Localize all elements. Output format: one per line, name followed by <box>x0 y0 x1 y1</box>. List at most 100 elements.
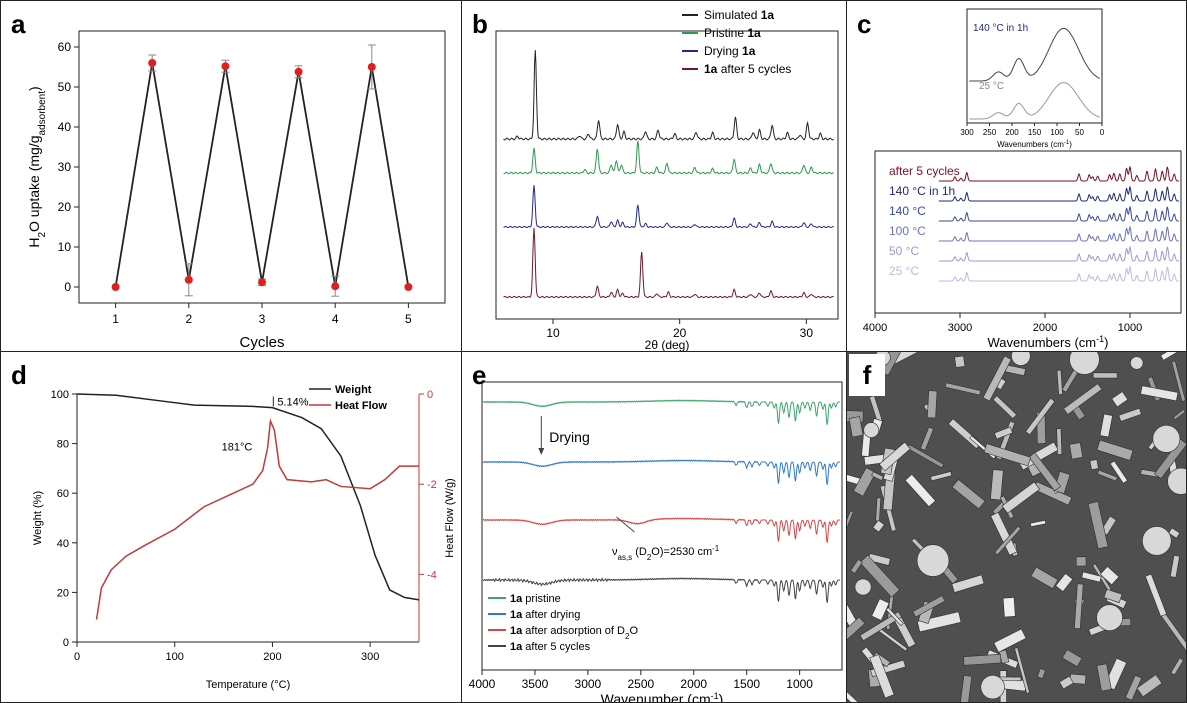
crystal <box>1111 391 1129 408</box>
x-tick-label: 2 <box>185 312 192 326</box>
legend-label: Simulated 1a <box>704 8 774 22</box>
crystal <box>1170 657 1184 676</box>
panel-a: a 0 10 20 30 40 50 60 1 2 3 4 5 Cycles H2O uptake (mg… <box>0 0 462 352</box>
crystal <box>850 558 863 574</box>
x-axis-label: Wavenumber (cm-1) <box>601 691 724 703</box>
crystal <box>1096 663 1112 692</box>
data-point <box>111 283 120 291</box>
legend-label: Weight <box>335 384 372 396</box>
crystal <box>847 510 854 537</box>
crystal <box>847 682 863 702</box>
crystal <box>848 416 864 438</box>
plot-frame <box>874 150 1182 314</box>
y-axis-label: H2O uptake (mg/gadsorbent) <box>26 86 48 247</box>
crystal <box>1160 352 1182 361</box>
crystal <box>1118 407 1142 422</box>
y-tick-label: 60 <box>57 488 69 500</box>
y-tick-label: 40 <box>57 538 69 550</box>
xrd-pattern-1 <box>503 50 834 141</box>
crystal <box>954 355 966 368</box>
inset-x-tick-label: 250 <box>983 128 997 137</box>
raman-spectrum-3 <box>938 205 1179 222</box>
x-tick-label: 200 <box>263 651 281 663</box>
inset-x-tick-label: 50 <box>1075 128 1084 137</box>
peak-label: 181°C <box>222 441 253 453</box>
crystal-cluster <box>980 674 1005 700</box>
panel-label-d: d <box>11 360 27 390</box>
crystal <box>912 595 946 618</box>
panel-label-b: b <box>472 9 488 39</box>
crystal <box>885 607 904 627</box>
data-point <box>148 59 157 67</box>
x-tick-label: 3500 <box>522 677 549 691</box>
crystal <box>1087 501 1109 550</box>
crystal-cluster <box>1096 604 1123 631</box>
crystal <box>1055 573 1074 593</box>
panel-c: c 4000 3000 2000 1000 Wavenumbers (cm-1) afte… <box>846 0 1187 352</box>
legend-label: Drying 1a <box>704 44 756 58</box>
crystal <box>963 653 1002 666</box>
crystal <box>1025 397 1056 436</box>
x-tick-label: 3 <box>259 312 266 326</box>
crystal <box>983 443 1032 467</box>
crystal <box>1074 583 1084 630</box>
panel-e: e 4000 3500 3000 2500 2000 1500 1000 Wavenumber… <box>461 351 847 703</box>
data-point <box>184 275 193 284</box>
y-tick-label: 0 <box>64 280 71 294</box>
y2-tick-label: -4 <box>427 569 437 581</box>
x-axis-label: Cycles <box>239 334 284 351</box>
crystal <box>916 611 962 633</box>
crystal <box>930 471 953 482</box>
data-point <box>367 63 376 71</box>
inset-series-label: 140 °C in 1h <box>973 23 1028 34</box>
raman-spectrum-4 <box>938 225 1179 242</box>
crystal-cluster <box>863 422 880 438</box>
crystal <box>1058 675 1074 690</box>
xrd-pattern-4 <box>503 227 834 299</box>
panel-b: b 10 20 30 2θ (deg) Simulated 1a Pristine 1a D… <box>461 0 847 352</box>
crystal <box>1030 520 1047 527</box>
crystal <box>1056 428 1063 455</box>
plot-frame <box>495 30 839 320</box>
crystal <box>926 390 938 419</box>
legend-label: Pristine 1a <box>704 26 761 40</box>
x-tick-label: 20 <box>673 326 687 340</box>
d2o-label: νas,s (D2O)=2530 cm-1 <box>612 544 720 562</box>
inset-x-tick-label: 200 <box>1005 128 1019 137</box>
raman-spectrum-2 <box>938 185 1179 202</box>
crystal <box>958 675 973 702</box>
ir-spectrum-2 <box>482 459 840 485</box>
crystal-cluster <box>1152 425 1181 453</box>
y-tick-label: 0 <box>63 637 69 649</box>
inset-x-tick-label: 0 <box>1100 128 1105 137</box>
series-line <box>114 62 410 288</box>
series-label: 100 °C <box>889 224 926 238</box>
crystal <box>1172 408 1186 421</box>
series-label: 50 °C <box>889 244 919 258</box>
series-label: 140 °C <box>889 204 926 218</box>
panel-label-a: a <box>11 9 26 39</box>
mass-loss-label: 5.14% <box>277 396 308 408</box>
x-tick-label: 1000 <box>1118 322 1142 334</box>
crystal <box>1103 588 1123 604</box>
x-tick-label: 4000 <box>469 677 496 691</box>
x-tick-label: 4 <box>332 312 339 326</box>
x-tick-label: 5 <box>405 312 412 326</box>
crystal <box>1081 571 1102 583</box>
crystal <box>1099 413 1113 438</box>
crystal <box>1036 668 1046 680</box>
x-tick-label: 3000 <box>948 322 972 334</box>
ir-spectrum-1 <box>482 399 840 425</box>
crystal <box>1153 438 1186 480</box>
legend-label: 1a after 5 cycles <box>704 62 791 76</box>
xrd-pattern-2 <box>503 140 834 175</box>
y-tick-label: 60 <box>58 40 72 54</box>
series-label: after 5 cycles <box>889 164 960 178</box>
crystal <box>1136 674 1163 698</box>
x-tick-label: 3000 <box>575 677 602 691</box>
crystal <box>1030 566 1059 590</box>
crystal <box>994 426 1014 440</box>
crystal <box>1168 527 1181 539</box>
y2-tick-label: 0 <box>427 389 433 401</box>
